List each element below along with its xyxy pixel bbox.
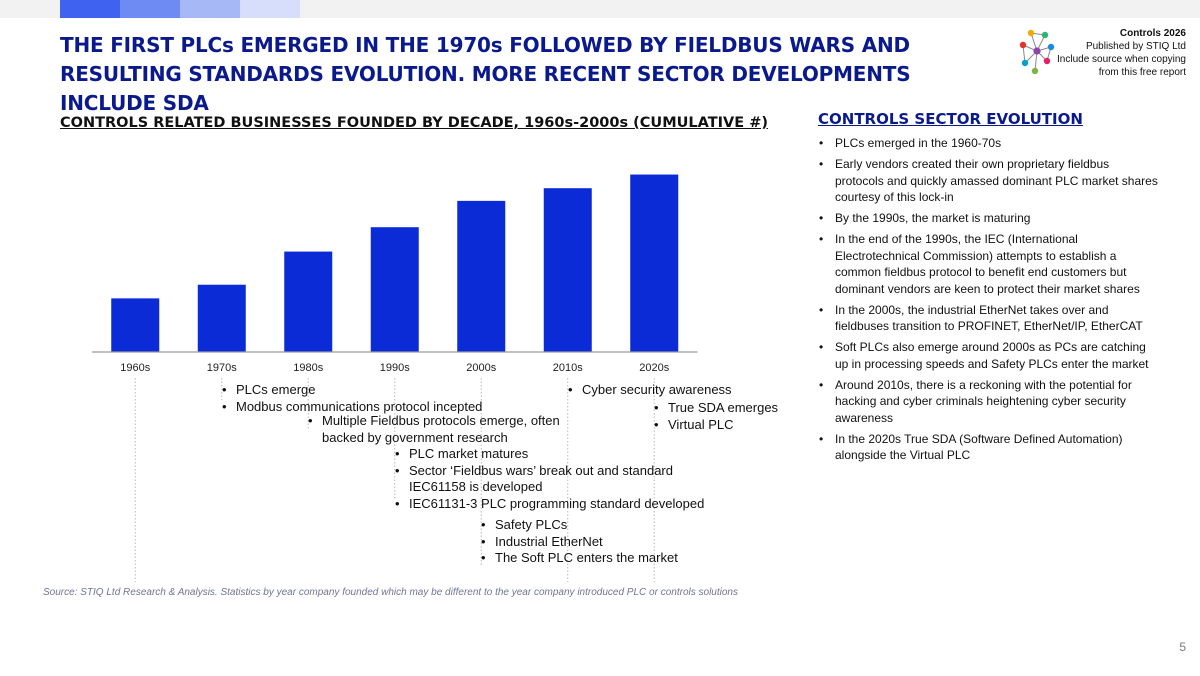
x-tick-label-2000s: 2000s: [466, 362, 496, 374]
list-item: In the end of the 1990s, the IEC (Intern…: [818, 231, 1158, 297]
x-tick-label-1960s: 1960s: [120, 362, 150, 374]
bar-1980s: [284, 251, 333, 352]
panel-title: CONTROLS SECTOR EVOLUTION: [818, 110, 1083, 128]
brand-report-title: Controls 2026: [1119, 28, 1186, 39]
page-number: 5: [1179, 640, 1186, 654]
bar-1960s: [111, 298, 160, 352]
x-tick-label-1980s: 1980s: [293, 362, 323, 374]
bar-2000s: [457, 200, 506, 352]
bar-2020s: [630, 174, 679, 352]
top-bar-segment-3: [180, 0, 240, 18]
x-tick-label-2010s: 2010s: [553, 362, 583, 374]
page-title: THE FIRST PLCs EMERGED IN THE 1970s FOLL…: [60, 33, 911, 115]
annotation-2000s: Safety PLCs Industrial EtherNet The Soft…: [479, 517, 678, 567]
brand-publisher: Published by STIQ Ltd: [1085, 41, 1186, 52]
annotation-item: PLCs emerge: [220, 382, 482, 399]
annotation-item: True SDA emerges: [652, 400, 778, 417]
annotation-item: Industrial EtherNet: [479, 534, 678, 551]
chart-title: CONTROLS RELATED BUSINESSES FOUNDED BY D…: [60, 115, 768, 131]
source-note: Source: STIQ Ltd Research & Analysis. St…: [43, 587, 738, 598]
x-axis-tick-labels: 1960s 1970s 1980s 1990s 2000s 2010s 2020s: [120, 362, 669, 374]
annotation-item: PLC market matures: [393, 446, 723, 463]
list-item: In the 2000s, the industrial EtherNet ta…: [818, 302, 1158, 335]
annotation-1990s: PLC market matures Sector ‘Fieldbus wars…: [393, 446, 723, 512]
brand-copy-note-2: from this free report: [1098, 67, 1186, 78]
annotation-1980s: Multiple Fieldbus protocols emerge, ofte…: [306, 413, 576, 446]
annotation-1970s: PLCs emerge Modbus communications protoc…: [220, 382, 482, 415]
publisher-note: Controls 2026 Published by STIQ Ltd Incl…: [1026, 27, 1186, 79]
bar-1970s: [197, 284, 246, 352]
list-item: Early vendors created their own propriet…: [818, 156, 1158, 206]
x-tick-label-1970s: 1970s: [207, 362, 237, 374]
annotation-item: Multiple Fieldbus protocols emerge, ofte…: [306, 413, 576, 446]
top-bar-segment-2: [120, 0, 180, 18]
list-item: PLCs emerged in the 1960-70s: [818, 135, 1158, 152]
annotation-item: The Soft PLC enters the market: [479, 550, 678, 567]
top-bar-segment-4: [240, 0, 300, 18]
x-tick-label-2020s: 2020s: [639, 362, 669, 374]
list-item: Around 2010s, there is a reckoning with …: [818, 377, 1158, 427]
annotation-item: Virtual PLC: [652, 417, 778, 434]
top-bar-segment-1: [60, 0, 120, 18]
annotation-item: Sector ‘Fieldbus wars’ break out and sta…: [393, 463, 697, 496]
annotation-item: Safety PLCs: [479, 517, 678, 534]
bar-series: [111, 174, 679, 352]
bar-2010s: [543, 188, 592, 352]
x-tick-label-1990s: 1990s: [380, 362, 410, 374]
annotation-item: Modbus communications protocol incepted: [220, 399, 482, 416]
sector-evolution-list: PLCs emerged in the 1960-70s Early vendo…: [818, 135, 1158, 468]
annotation-item: IEC61131-3 PLC programming standard deve…: [393, 496, 723, 513]
annotation-2020s: True SDA emerges Virtual PLC: [652, 400, 778, 433]
brand-copy-note: Include source when copying: [1057, 54, 1186, 65]
bar-1990s: [370, 227, 419, 352]
list-item: Soft PLCs also emerge around 2000s as PC…: [818, 339, 1158, 372]
list-item: By the 1990s, the market is maturing: [818, 210, 1158, 227]
list-item: In the 2020s True SDA (Software Defined …: [818, 431, 1158, 464]
stiq-logo-icon: [1019, 29, 1055, 75]
annotation-item: Cyber security awareness: [566, 382, 732, 399]
top-progress-bar: [0, 0, 1200, 18]
annotation-2010s: Cyber security awareness: [566, 382, 732, 399]
